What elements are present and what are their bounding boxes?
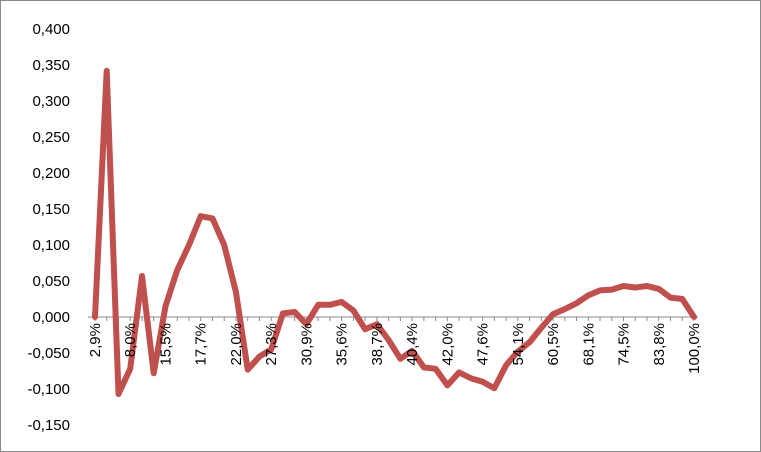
data-point bbox=[151, 370, 157, 376]
x-axis-labels: 2,9% 8,0% 15,5% 17,7% 22,0% 27,3% 30,9% 35,6% 38… bbox=[87, 323, 703, 374]
x-tick-label: 15,5% bbox=[157, 323, 174, 366]
data-point bbox=[327, 302, 333, 308]
data-point bbox=[386, 337, 392, 343]
x-tick-label: 74,5% bbox=[616, 323, 633, 366]
y-tick-label: 0,400 bbox=[32, 21, 70, 38]
data-point bbox=[174, 267, 180, 273]
y-tick-label: 0,200 bbox=[32, 165, 70, 182]
data-point bbox=[480, 379, 486, 385]
y-tick-label: 0,150 bbox=[32, 201, 70, 218]
data-point bbox=[421, 364, 427, 370]
x-tick-label: 38,7% bbox=[369, 323, 386, 366]
x-tick-label: 8,0% bbox=[122, 323, 139, 357]
data-point bbox=[104, 68, 110, 74]
data-point bbox=[609, 287, 615, 293]
y-tick-label: 0,000 bbox=[32, 309, 70, 326]
data-point bbox=[127, 366, 133, 372]
data-point bbox=[468, 375, 474, 381]
data-point bbox=[433, 366, 439, 372]
data-point bbox=[350, 308, 356, 314]
x-tick-label: 83,8% bbox=[651, 323, 668, 366]
data-point bbox=[339, 299, 345, 305]
data-point bbox=[245, 367, 251, 373]
data-point bbox=[597, 287, 603, 293]
data-point bbox=[656, 286, 662, 292]
data-point bbox=[209, 215, 215, 221]
data-point bbox=[115, 391, 121, 397]
data-point bbox=[315, 302, 321, 308]
data-point bbox=[397, 356, 403, 362]
data-point bbox=[444, 382, 450, 388]
data-point bbox=[186, 242, 192, 248]
x-tick-label: 40,4% bbox=[404, 323, 421, 366]
y-tick-label: -0,100 bbox=[27, 381, 70, 398]
y-tick-label: 0,250 bbox=[32, 129, 70, 146]
x-tick-label: 60,5% bbox=[545, 323, 562, 366]
data-point bbox=[139, 273, 145, 279]
y-tick-label: -0,150 bbox=[27, 417, 70, 434]
x-tick-label: 22,0% bbox=[228, 323, 245, 366]
y-tick-label: 0,350 bbox=[32, 57, 70, 74]
data-point bbox=[221, 242, 227, 248]
x-tick-label: 2,9% bbox=[87, 323, 104, 357]
data-point bbox=[527, 339, 533, 345]
series-line bbox=[92, 67, 697, 397]
x-tick-label: 27,3% bbox=[263, 323, 280, 366]
y-tick-label: 0,300 bbox=[32, 93, 70, 110]
x-tick-label: 47,6% bbox=[475, 323, 492, 366]
data-point bbox=[562, 306, 568, 312]
data-point bbox=[162, 303, 168, 309]
data-point bbox=[92, 314, 98, 320]
x-tick-label: 54,1% bbox=[510, 323, 527, 366]
data-point bbox=[491, 385, 497, 391]
data-point bbox=[292, 309, 298, 315]
data-point bbox=[679, 296, 685, 302]
data-point bbox=[538, 325, 544, 331]
data-point bbox=[503, 362, 509, 368]
y-tick-label: 0,050 bbox=[32, 273, 70, 290]
data-point bbox=[691, 314, 697, 320]
data-point bbox=[644, 283, 650, 289]
x-tick-label: 30,9% bbox=[298, 323, 315, 366]
data-point bbox=[585, 292, 591, 298]
data-point bbox=[198, 213, 204, 219]
data-point bbox=[362, 326, 368, 332]
data-point bbox=[280, 310, 286, 316]
data-point bbox=[574, 300, 580, 306]
y-tick-label: 0,100 bbox=[32, 237, 70, 254]
data-point bbox=[256, 354, 262, 360]
data-point bbox=[456, 369, 462, 375]
y-axis-labels: 0,400 0,350 0,300 0,250 0,200 0,150 0,100 0,050… bbox=[27, 21, 70, 434]
x-tick-label: 68,1% bbox=[580, 323, 597, 366]
x-tick-label: 100,0% bbox=[686, 323, 703, 374]
data-point bbox=[668, 295, 674, 301]
data-point bbox=[621, 283, 627, 289]
x-axis-ticks bbox=[94, 317, 695, 321]
x-tick-label: 42,0% bbox=[439, 323, 456, 366]
data-point bbox=[550, 311, 556, 317]
x-tick-label: 35,6% bbox=[334, 323, 351, 366]
x-tick-label: 17,7% bbox=[193, 323, 210, 366]
data-point bbox=[233, 289, 239, 295]
data-point bbox=[632, 284, 638, 290]
y-tick-label: -0,050 bbox=[27, 345, 70, 362]
